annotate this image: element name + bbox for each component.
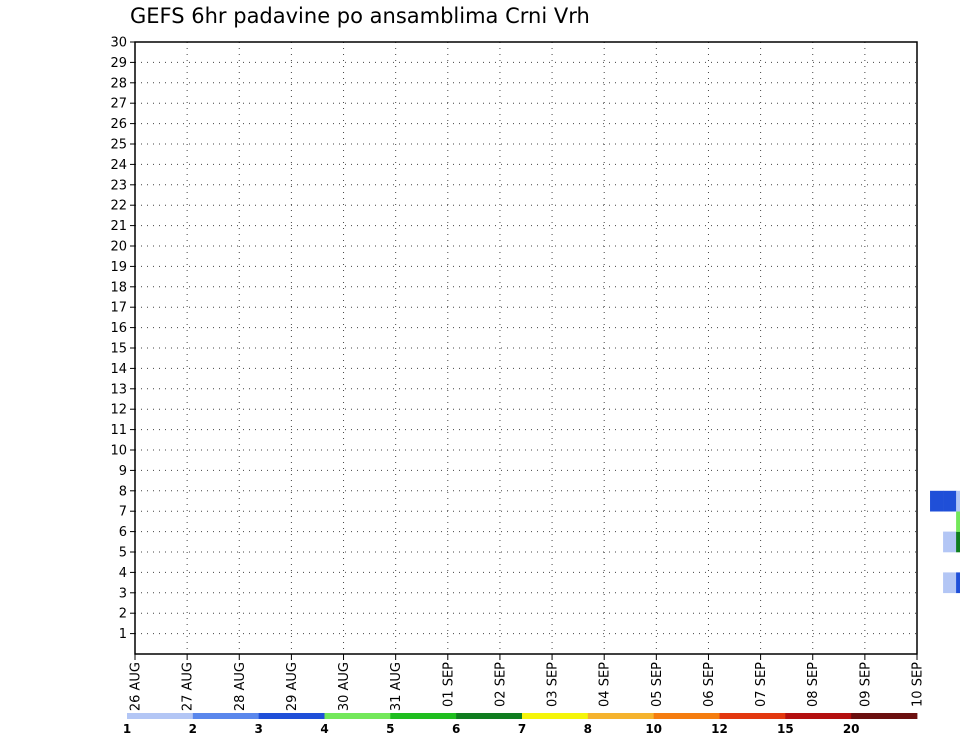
colorbar-segment [456, 713, 523, 719]
y-tick-label: 29 [110, 56, 127, 71]
y-tick-label: 19 [110, 260, 127, 275]
y-tick-label: 10 [110, 444, 127, 459]
colorbar-label: 2 [189, 722, 197, 736]
x-tick-label: 06 SEP [702, 662, 717, 707]
x-tick-label: 01 SEP [441, 662, 456, 707]
y-tick-label: 17 [110, 301, 127, 316]
colorbar-segment [587, 713, 655, 719]
colorbar-segment [192, 713, 260, 719]
colorbar-segment [719, 713, 786, 719]
y-tick-label: 12 [110, 403, 127, 418]
x-tick-label: 26 AUG [129, 662, 144, 711]
x-tick-label: 08 SEP [806, 662, 821, 707]
y-tick-label: 4 [119, 566, 127, 581]
x-tick-label: 05 SEP [650, 662, 665, 707]
y-tick-label: 28 [110, 76, 127, 91]
x-tick-label: 31 AUG [389, 662, 404, 711]
y-tick-label: 9 [119, 464, 127, 479]
colorbar-label: 4 [320, 722, 328, 736]
y-tick-label: 26 [110, 117, 127, 132]
heatmap-cell [956, 490, 960, 512]
heatmap-cell [956, 572, 960, 594]
chart-title: GEFS 6hr padavine po ansamblima Crni Vrh [130, 4, 590, 28]
colorbar-label: 6 [452, 722, 460, 736]
colorbar-label: 8 [584, 722, 592, 736]
grid-lines [135, 41, 917, 654]
y-axis: 1234567891011121314151617181920212223242… [110, 36, 135, 642]
colorbar-label: 7 [518, 722, 526, 736]
y-tick-label: 3 [119, 586, 127, 601]
colorbar-segment [653, 713, 720, 719]
x-tick-label: 03 SEP [546, 662, 561, 707]
heatmap-cell [943, 490, 957, 512]
colorbar-label: 12 [711, 722, 728, 736]
colorbar-segment [390, 713, 457, 719]
y-tick-label: 18 [110, 280, 127, 295]
colorbar-label: 20 [843, 722, 860, 736]
heatmap-cell [956, 511, 960, 532]
y-tick-label: 27 [110, 97, 127, 112]
heatmap-cell [956, 531, 960, 553]
x-tick-label: 30 AUG [337, 662, 352, 711]
y-tick-label: 6 [119, 525, 127, 540]
y-tick-label: 21 [110, 219, 127, 234]
y-tick-label: 13 [110, 382, 127, 397]
colorbar-segment [851, 713, 918, 719]
x-axis: 26 AUG 27 AUG 28 AUG 29 AUG 30 AUG 31 AUG 01 S… [129, 654, 926, 711]
x-tick-label: 09 SEP [858, 662, 873, 707]
y-tick-label: 24 [110, 158, 127, 173]
y-tick-label: 20 [110, 240, 127, 255]
y-tick-label: 14 [110, 362, 127, 377]
colorbar-label: 5 [386, 722, 394, 736]
colorbar-segment [522, 713, 589, 719]
x-tick-label: 04 SEP [598, 662, 613, 707]
y-tick-label: 30 [110, 36, 127, 51]
colorbar-label: 3 [254, 722, 262, 736]
x-tick-label: 02 SEP [493, 662, 508, 707]
x-tick-label: 27 AUG [181, 662, 196, 711]
colorbar-segment [258, 713, 325, 719]
y-tick-label: 8 [119, 484, 127, 499]
colorbar-segment [324, 713, 391, 719]
y-tick-label: 7 [119, 505, 127, 520]
y-tick-label: 5 [119, 546, 127, 561]
colorbar-label: 1 [123, 722, 131, 736]
colorbar: 1 2 3 4 5 6 7 8 10 12 15 20 [123, 713, 918, 736]
x-tick-label: 29 AUG [285, 662, 300, 711]
heatmap-cell [930, 490, 944, 512]
y-tick-label: 23 [110, 178, 127, 193]
heatmap-cells [930, 490, 960, 594]
y-tick-label: 11 [110, 423, 127, 438]
heatmap-cell [943, 572, 957, 594]
y-tick-label: 25 [110, 138, 127, 153]
y-tick-label: 2 [119, 607, 127, 622]
y-tick-label: 15 [110, 342, 127, 357]
heatmap-cell [943, 531, 957, 553]
colorbar-segment [127, 713, 194, 719]
y-tick-label: 1 [119, 627, 127, 642]
colorbar-segment [785, 713, 852, 719]
x-tick-label: 10 SEP [911, 662, 926, 707]
x-tick-label: 28 AUG [233, 662, 248, 711]
x-tick-label: 07 SEP [754, 662, 769, 707]
colorbar-label: 15 [777, 722, 794, 736]
y-tick-label: 22 [110, 199, 127, 214]
y-tick-label: 16 [110, 321, 127, 336]
colorbar-label: 10 [645, 722, 662, 736]
